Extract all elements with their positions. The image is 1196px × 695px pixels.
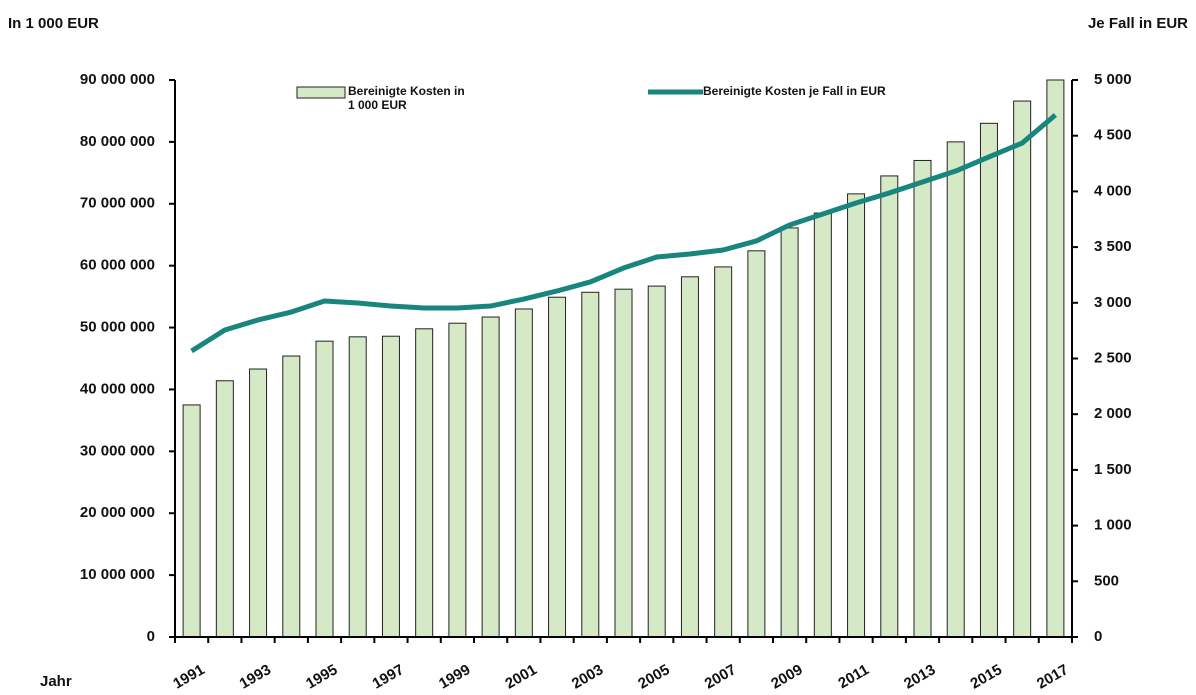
bar — [946, 141, 965, 638]
bar — [348, 336, 367, 638]
x-tick-label: 1999 — [436, 661, 473, 692]
x-tick-label: 2013 — [901, 661, 938, 692]
bar — [1013, 100, 1032, 638]
line — [190, 113, 1058, 354]
bar — [813, 212, 832, 638]
bar — [481, 316, 500, 638]
y2-tick-label: 2 000 — [1094, 405, 1132, 422]
bar — [1046, 79, 1065, 638]
y-tick-label: 30 000 000 — [80, 442, 155, 459]
y2-tick-label: 5 000 — [1094, 71, 1132, 88]
y-tick-label: 80 000 000 — [80, 133, 155, 150]
x-tick-label: 1995 — [303, 661, 340, 692]
bar — [315, 340, 334, 638]
y-axis-title: In 1 000 EUR — [8, 15, 99, 32]
y2-tick-label: 1 000 — [1094, 517, 1132, 534]
bar — [979, 122, 998, 638]
legend-swatch — [296, 86, 346, 99]
bar — [714, 266, 733, 638]
y2-tick-label: 0 — [1094, 628, 1102, 645]
bar — [415, 328, 434, 638]
y2-tick-label: 4 500 — [1094, 127, 1132, 144]
x-tick-label: 1993 — [237, 661, 274, 692]
y-tick-label: 90 000 000 — [80, 71, 155, 88]
bar — [647, 285, 666, 638]
bar — [249, 368, 268, 638]
y-tick-label: 0 — [147, 628, 155, 645]
bar — [282, 355, 301, 638]
bar — [847, 193, 866, 638]
y-tick-label: 10 000 000 — [80, 566, 155, 583]
y-tick-label: 70 000 000 — [80, 195, 155, 212]
y2-tick-label: 2 500 — [1094, 349, 1132, 366]
bar — [448, 322, 467, 638]
bar — [614, 288, 633, 638]
y-tick-label: 20 000 000 — [80, 504, 155, 521]
y2-axis-title: Je Fall in EUR — [1088, 15, 1188, 32]
x-tick-label: 2009 — [768, 661, 805, 692]
y2-tick-label: 1 500 — [1094, 461, 1132, 478]
x-tick-label: 1991 — [170, 661, 207, 692]
legend-entry: Bereinigte Kosten je Fall in EUR — [703, 84, 886, 98]
bar — [913, 159, 932, 638]
bar — [880, 175, 899, 638]
y-tick-label: 50 000 000 — [80, 319, 155, 336]
x-axis-title: Jahr — [40, 673, 72, 690]
x-tick-label: 2001 — [502, 661, 539, 692]
bar — [548, 296, 567, 638]
x-tick-label: 2015 — [968, 661, 1005, 692]
bar — [514, 308, 533, 638]
y2-tick-label: 3 000 — [1094, 294, 1132, 311]
x-tick-label: 2005 — [635, 661, 672, 692]
x-tick-label: 2011 — [835, 661, 872, 692]
y2-tick-label: 500 — [1094, 572, 1119, 589]
bar — [215, 380, 234, 638]
x-tick-label: 2007 — [702, 661, 739, 692]
y-tick-label: 60 000 000 — [80, 257, 155, 274]
bar — [780, 227, 799, 638]
y-tick-label: 40 000 000 — [80, 380, 155, 397]
bar — [182, 404, 201, 638]
y2-tick-label: 3 500 — [1094, 238, 1132, 255]
legend-label: Bereinigte Kosten je Fall in EUR — [703, 84, 886, 98]
bar — [581, 291, 600, 638]
x-tick-label: 2017 — [1034, 661, 1071, 692]
bar — [747, 250, 766, 638]
bar — [381, 335, 400, 638]
bar — [680, 276, 699, 638]
x-tick-label: 1997 — [370, 661, 407, 692]
legend-label: Bereinigte Kosten in 1 000 EUR — [348, 84, 465, 112]
y2-tick-label: 4 000 — [1094, 182, 1132, 199]
legend-entry: Bereinigte Kosten in 1 000 EUR — [348, 84, 465, 112]
x-tick-label: 2003 — [569, 661, 606, 692]
